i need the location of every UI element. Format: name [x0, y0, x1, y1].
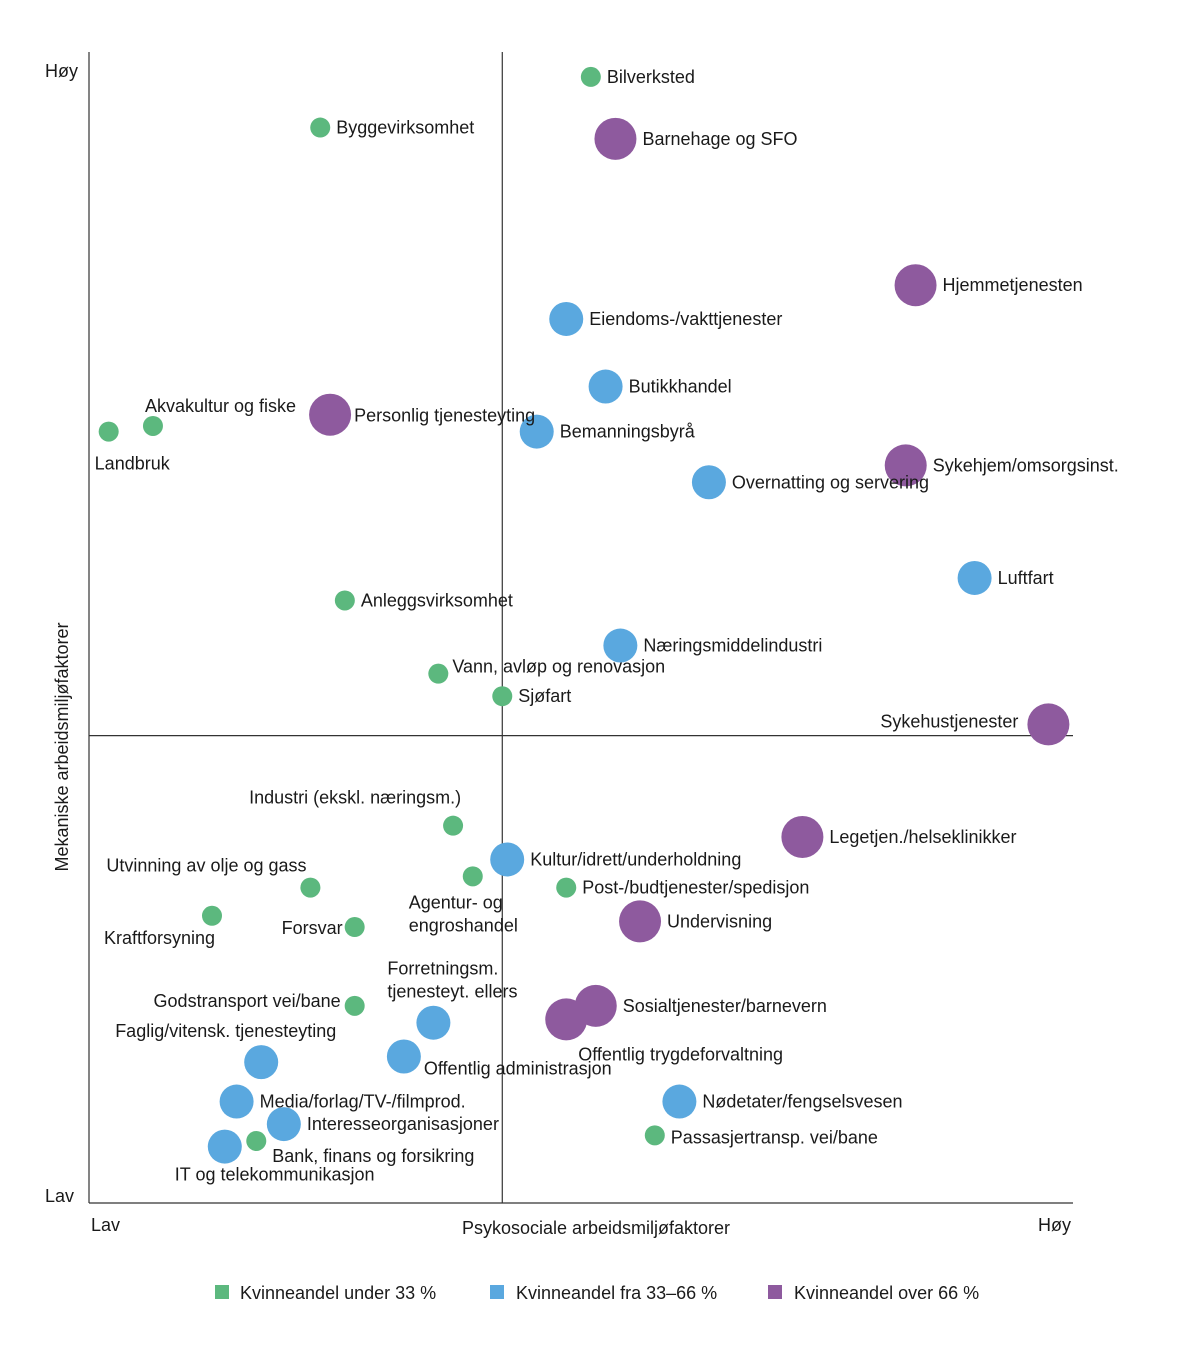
point-label-17: Sykehustjenester — [880, 711, 1018, 731]
point-33 — [219, 1084, 254, 1119]
point-label-38: IT og telekommunikasjon — [175, 1165, 375, 1185]
point-5 — [588, 369, 623, 404]
point-label-21: Utvinning av olje og gass — [106, 856, 306, 876]
point-label-8: Personlig tjenesteyting — [354, 406, 535, 426]
point-label-11: Overnatting og servering — [732, 472, 929, 492]
point-label-4: Eiendoms-/vakttjenester — [589, 309, 782, 329]
point-label-0: Bilverksted — [607, 67, 695, 87]
point-34 — [662, 1084, 697, 1119]
point-21 — [300, 877, 321, 898]
point-label-12: Luftfart — [998, 568, 1054, 588]
point-label-35: Interesseorganisasjoner — [307, 1114, 499, 1134]
x-axis-title: Psykosociale arbeidsmiljøfaktorer — [462, 1218, 730, 1238]
point-11 — [691, 465, 726, 500]
point-label-31: Faglig/vitensk. tjenesteyting — [115, 1021, 336, 1041]
point-label-10: Sykehjem/omsorgsinst. — [933, 455, 1119, 475]
legend: Kvinneandel under 33 % Kvinneandel fra 3… — [215, 1283, 979, 1303]
legend-label-high: Kvinneandel over 66 % — [794, 1283, 979, 1303]
point-label-7: Landbruk — [95, 454, 171, 474]
point-label-3: Hjemmetjenesten — [943, 275, 1083, 295]
point-8 — [309, 393, 352, 436]
x-axis-low-label: Lav — [91, 1215, 120, 1235]
point-36 — [644, 1125, 665, 1146]
y-axis-title: Mekaniske arbeidsmiljøfaktorer — [52, 622, 72, 871]
point-label-29: Sosialtjenester/barnevern — [623, 996, 827, 1016]
point-18 — [443, 815, 464, 836]
point-9 — [519, 414, 554, 449]
point-label-16: Sjøfart — [518, 686, 571, 706]
point-37 — [246, 1130, 267, 1151]
point-22 — [462, 866, 483, 887]
point-label-33: Media/forlag/TV-/filmprod. — [260, 1092, 466, 1112]
point-label-18: Industri (ekskl. næringsm.) — [249, 788, 461, 808]
point-label-5: Butikkhandel — [629, 377, 732, 397]
point-4 — [549, 301, 584, 336]
point-31 — [244, 1045, 279, 1080]
point-1 — [310, 117, 331, 138]
point-label-28: Godstransport vei/bane — [154, 991, 341, 1011]
legend-label-mid: Kvinneandel fra 33–66 % — [516, 1283, 717, 1303]
point-14 — [603, 628, 638, 663]
point-label-9: Bemanningsbyrå — [560, 422, 696, 442]
legend-swatch-high — [768, 1285, 782, 1299]
point-label-25: Forsvar — [282, 918, 343, 938]
y-axis-low-label: Lav — [45, 1186, 74, 1206]
legend-label-low: Kvinneandel under 33 % — [240, 1283, 436, 1303]
y-axis-high-label: Høy — [45, 61, 78, 81]
point-23 — [556, 877, 577, 898]
point-label-26: Undervisning — [667, 911, 772, 931]
point-26 — [619, 900, 662, 943]
point-label-19: Kultur/idrett/underholdning — [530, 849, 741, 869]
point-32 — [386, 1039, 421, 1074]
point-0 — [580, 66, 601, 87]
point-25 — [344, 917, 365, 938]
point-label-6: Akvakultur og fiske — [145, 396, 296, 416]
point-6 — [142, 415, 163, 436]
points-layer — [98, 66, 1070, 1164]
point-3 — [894, 264, 937, 307]
point-30 — [545, 998, 588, 1041]
point-label-15: Vann, avløp og renovasjon — [452, 657, 665, 677]
point-label-22: Agentur- og engroshandel — [409, 892, 518, 935]
point-17 — [1027, 703, 1070, 746]
point-label-30: Offentlig trygdeforvaltning — [578, 1044, 783, 1064]
point-16 — [492, 686, 513, 707]
point-2 — [594, 117, 637, 160]
point-19 — [490, 842, 525, 877]
point-35 — [266, 1107, 301, 1142]
point-label-37: Bank, finans og forsikring — [272, 1146, 474, 1166]
point-label-20: Legetjen./helseklinikker — [829, 827, 1016, 847]
point-24 — [202, 905, 222, 926]
point-label-1: Byggevirksomhet — [336, 118, 474, 138]
point-38 — [207, 1129, 242, 1164]
legend-swatch-low — [215, 1285, 229, 1299]
point-label-34: Nødetater/fengselsvesen — [702, 1092, 902, 1112]
point-label-27: Forretningsm. tjenesteyt. ellers — [387, 959, 517, 1002]
point-7 — [98, 421, 119, 442]
point-15 — [428, 663, 449, 684]
point-label-24: Kraftforsyning — [104, 928, 215, 948]
point-13 — [334, 590, 355, 611]
labels-layer: Bilverksted Byggevirksomhet Barnehage og S… — [95, 67, 1119, 1185]
point-10 — [884, 444, 927, 487]
x-axis-high-label: Høy — [1038, 1215, 1071, 1235]
legend-swatch-mid — [490, 1285, 504, 1299]
point-28 — [344, 995, 365, 1016]
point-20 — [781, 815, 824, 858]
point-label-23: Post-/budtjenester/spedisjon — [582, 878, 809, 898]
point-label-14: Næringsmiddelindustri — [643, 636, 822, 656]
point-label-2: Barnehage og SFO — [642, 129, 797, 149]
point-12 — [957, 560, 992, 595]
point-label-36: Passasjertransp. vei/bane — [671, 1127, 878, 1147]
point-27 — [416, 1005, 451, 1040]
point-label-13: Anleggsvirksomhet — [361, 590, 513, 610]
point-label-32: Offentlig administrasjon — [424, 1059, 612, 1079]
